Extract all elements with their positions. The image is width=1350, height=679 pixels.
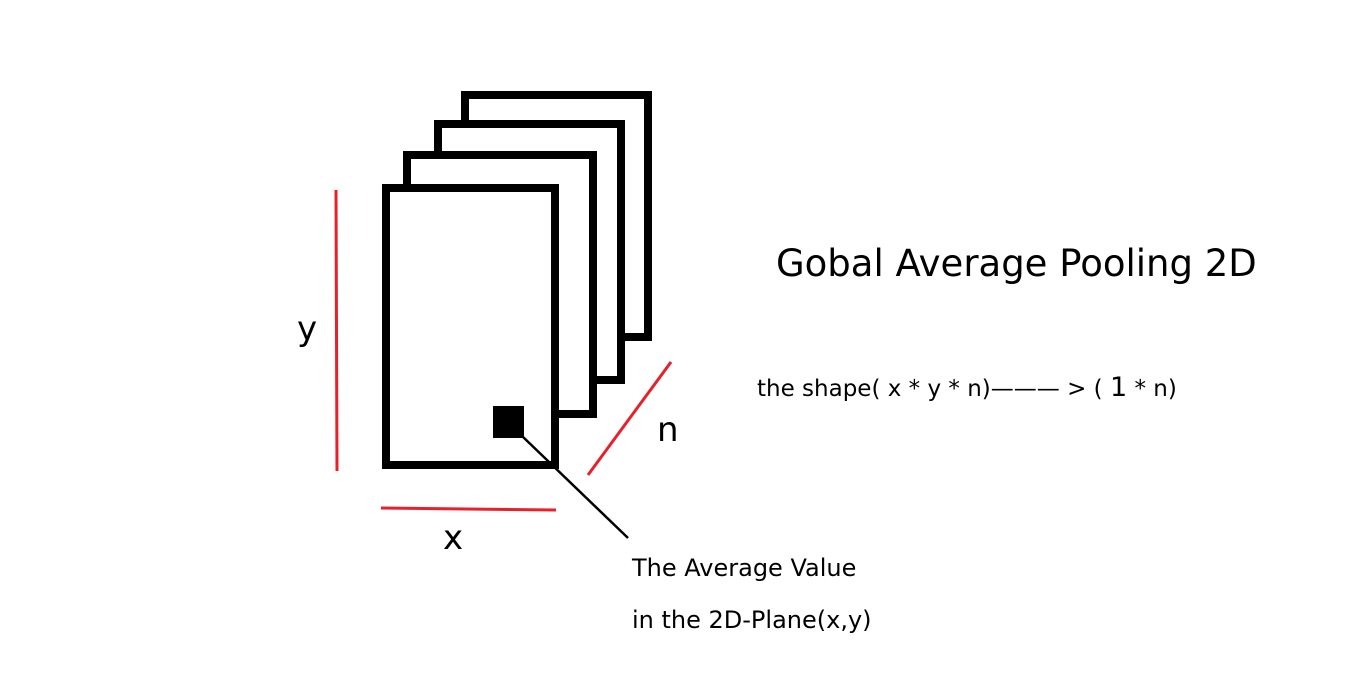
n-axis-label: n	[657, 410, 679, 450]
callout-line-2: in the 2D-Plane(x,y)	[632, 606, 872, 634]
formula-one: 1	[1109, 372, 1128, 403]
formula-suffix: * n)	[1127, 376, 1177, 402]
shape-formula: the shape( x * y * n)——— > ( 1 * n)	[757, 372, 1177, 403]
formula-prefix: the shape( x * y * n)——— > (	[757, 376, 1110, 402]
x-dimension-line	[380, 506, 557, 512]
callout-line-1: The Average Value	[632, 554, 857, 582]
y-axis-label: y	[297, 309, 318, 349]
callout-line	[521, 435, 629, 539]
x-axis-label: x	[443, 518, 464, 558]
n-dimension-line	[586, 361, 673, 476]
average-value-square	[493, 406, 524, 438]
diagram-title: Gobal Average Pooling 2D	[776, 242, 1257, 285]
feature-map-1	[382, 184, 559, 469]
y-dimension-line	[334, 189, 339, 472]
average-value-callout: The Average Value in the 2D-Plane(x,y)	[632, 542, 872, 646]
